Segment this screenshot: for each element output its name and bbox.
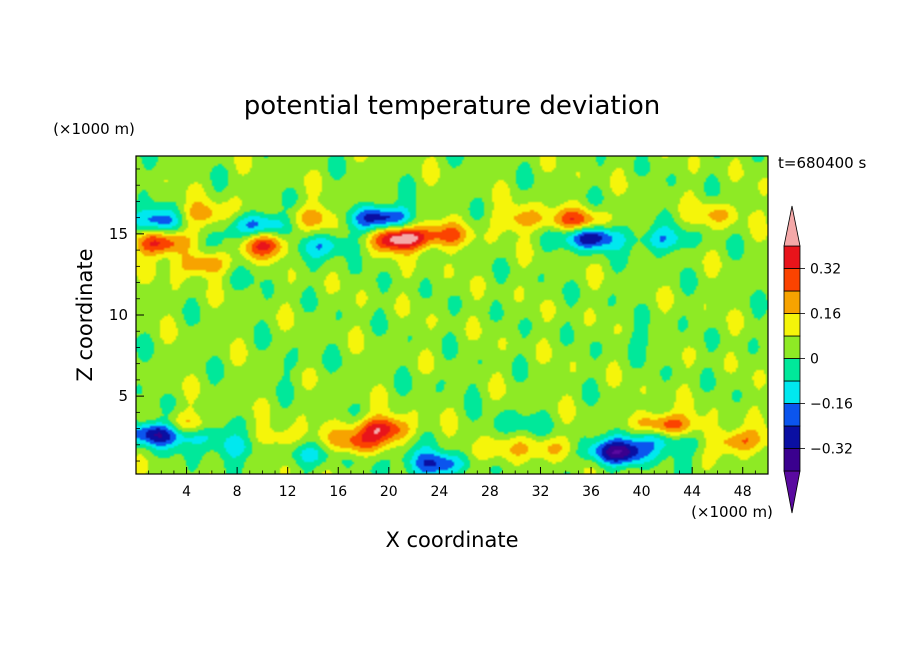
x-tick-label: 44 xyxy=(683,484,701,500)
x-tick-label: 4 xyxy=(182,484,191,500)
x-tick-label: 16 xyxy=(329,484,347,500)
colorbar-tick-label: −0.32 xyxy=(810,442,853,458)
colorbar-band xyxy=(783,290,801,314)
y-unit-label: (×1000 m) xyxy=(53,120,135,138)
colorbar: 0.32 0.16 0 −0.16 −0.32 xyxy=(783,205,853,514)
x-unit-label: (×1000 m) xyxy=(691,503,773,521)
colorbar-tick-label: 0 xyxy=(810,352,819,368)
y-tick-label: 5 xyxy=(118,387,128,405)
y-tick-label: 10 xyxy=(109,306,128,324)
x-tick-label: 24 xyxy=(430,484,448,500)
colorbar-band xyxy=(783,425,801,449)
x-tick-label: 48 xyxy=(734,484,752,500)
colorbar-tick-label: −0.16 xyxy=(810,397,853,413)
y-axis-label: Z coordinate xyxy=(73,248,97,381)
colorbar-tick-label: 0.16 xyxy=(810,307,841,323)
plot-area xyxy=(135,155,769,475)
y-tick-label: 15 xyxy=(109,225,128,243)
colorbar-band xyxy=(783,380,801,404)
colorbar-band xyxy=(783,245,801,269)
colorbar-band xyxy=(783,358,801,382)
colorbar-tick-label: 0.32 xyxy=(810,262,841,278)
x-tick-label: 32 xyxy=(532,484,550,500)
colorbar-band xyxy=(783,448,801,472)
colorbar-band xyxy=(783,403,801,427)
x-tick-label: 36 xyxy=(582,484,600,500)
x-tick-label: 20 xyxy=(380,484,398,500)
colorbar-band xyxy=(783,313,801,337)
chart-title: potential temperature deviation xyxy=(244,91,660,121)
y-axis-ticks: 5 10 15 xyxy=(109,168,144,462)
x-axis-ticks: 4 8 12 16 20 24 28 32 36 40 44 48 xyxy=(148,467,756,500)
colorbar-band xyxy=(783,335,801,359)
colorbar-band xyxy=(783,268,801,292)
colorbar-under-triangle xyxy=(783,470,801,514)
x-tick-label: 28 xyxy=(481,484,499,500)
time-label: t=680400 s xyxy=(778,154,866,172)
colorbar-over-triangle xyxy=(783,205,801,247)
x-tick-label: 8 xyxy=(233,484,242,500)
x-tick-label: 40 xyxy=(633,484,651,500)
x-axis-label: X coordinate xyxy=(385,528,518,552)
x-tick-label: 12 xyxy=(279,484,297,500)
contour-field xyxy=(136,156,768,474)
